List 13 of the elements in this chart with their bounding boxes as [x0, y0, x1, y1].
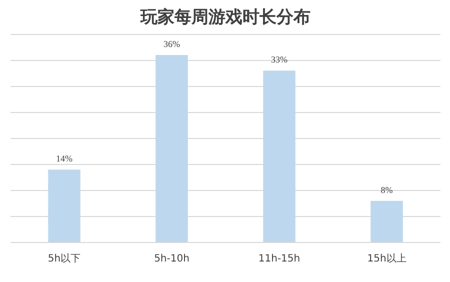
bar	[370, 200, 403, 242]
data-label: 33%	[271, 54, 288, 65]
x-tick-label: 5h-10h	[154, 254, 190, 264]
data-label: 14%	[56, 154, 73, 164]
x-tick-label: 11h-15h	[258, 254, 300, 264]
data-label: 36%	[164, 39, 180, 49]
bar	[156, 55, 188, 242]
bar	[48, 170, 80, 242]
x-tick-label: 15h以上	[367, 252, 406, 264]
bar	[263, 70, 296, 242]
x-tick-label: 5h以下	[48, 252, 81, 264]
chart-title: 玩家每周游戏时长分布	[140, 8, 310, 28]
data-label: 8%	[380, 184, 394, 195]
